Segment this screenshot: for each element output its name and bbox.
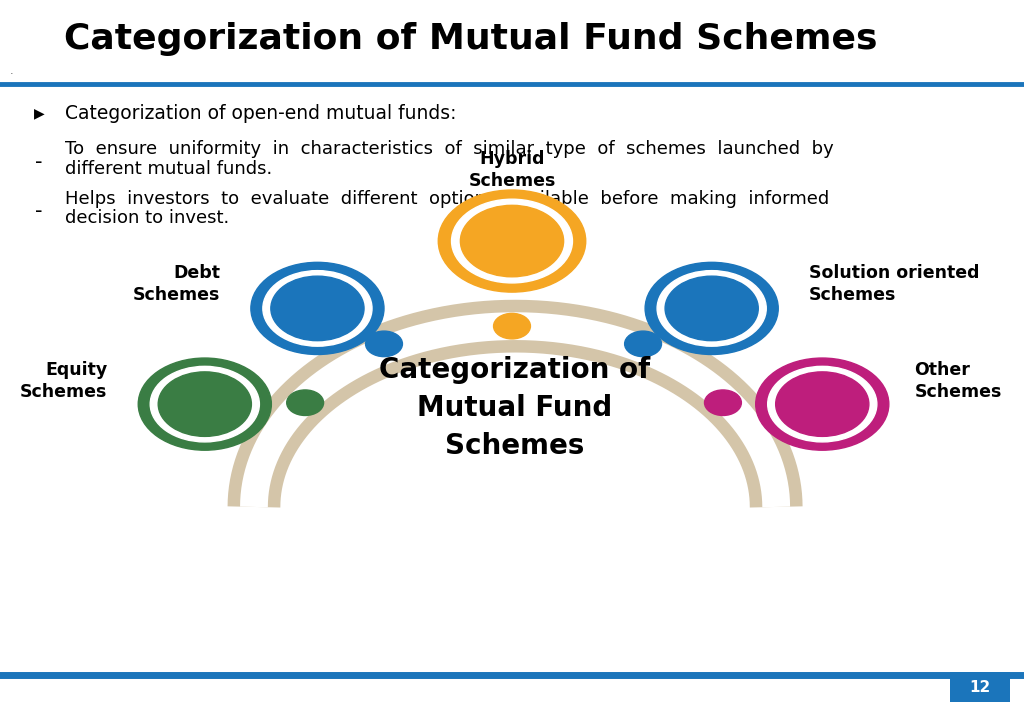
Text: Solution oriented
Schemes: Solution oriented Schemes xyxy=(809,264,980,303)
Text: -: - xyxy=(35,201,43,221)
Circle shape xyxy=(251,262,384,354)
Text: Helps  investors  to  evaluate  different  options  available  before  making  i: Helps investors to evaluate different op… xyxy=(65,189,828,208)
Circle shape xyxy=(768,367,877,442)
Circle shape xyxy=(438,190,586,292)
Circle shape xyxy=(270,277,365,341)
Text: Categorization of
Mutual Fund
Schemes: Categorization of Mutual Fund Schemes xyxy=(380,356,650,459)
Text: different mutual funds.: different mutual funds. xyxy=(65,160,271,178)
Text: ▶: ▶ xyxy=(34,106,44,121)
Text: -: - xyxy=(35,152,43,172)
Circle shape xyxy=(776,372,868,436)
Circle shape xyxy=(494,313,530,339)
Circle shape xyxy=(159,372,252,436)
Text: SEBI: SEBI xyxy=(927,32,972,50)
Circle shape xyxy=(366,331,402,357)
Text: decision to invest.: decision to invest. xyxy=(65,209,228,228)
Text: .: . xyxy=(10,66,14,76)
Text: Equity
Schemes: Equity Schemes xyxy=(20,361,108,401)
FancyBboxPatch shape xyxy=(950,672,1010,702)
Circle shape xyxy=(657,271,766,346)
Circle shape xyxy=(138,358,271,450)
Circle shape xyxy=(756,358,889,450)
Text: Categorization of open-end mutual funds:: Categorization of open-end mutual funds: xyxy=(65,104,456,123)
Text: Hybrid
Schemes: Hybrid Schemes xyxy=(468,150,556,190)
Circle shape xyxy=(705,390,741,415)
Text: 12: 12 xyxy=(970,679,990,695)
Text: Debt
Schemes: Debt Schemes xyxy=(133,264,220,303)
Circle shape xyxy=(151,367,259,442)
Circle shape xyxy=(461,206,563,277)
Circle shape xyxy=(452,199,572,283)
Circle shape xyxy=(666,277,758,341)
Text: Categorization of Mutual Fund Schemes: Categorization of Mutual Fund Schemes xyxy=(65,22,878,56)
Circle shape xyxy=(625,331,662,357)
Circle shape xyxy=(263,271,372,346)
Circle shape xyxy=(645,262,778,354)
Circle shape xyxy=(287,390,324,415)
Text: To  ensure  uniformity  in  characteristics  of  similar  type  of  schemes  lau: To ensure uniformity in characteristics … xyxy=(65,140,834,158)
Text: Other
Schemes: Other Schemes xyxy=(914,361,1001,401)
